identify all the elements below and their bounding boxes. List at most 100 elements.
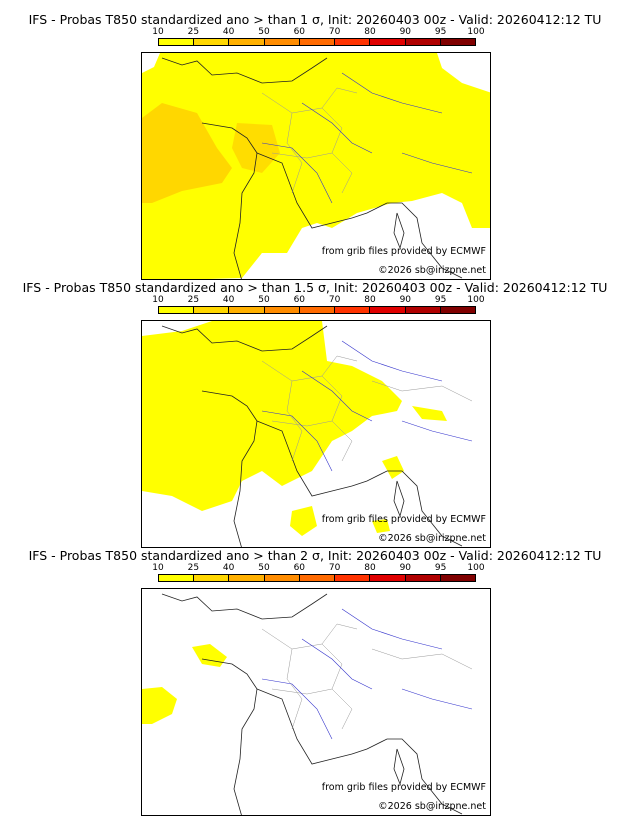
panel-1: IFS - Probas T850 standardized ano > tha… xyxy=(0,12,630,284)
admin-borders xyxy=(261,623,473,730)
colorbar-segment xyxy=(229,307,265,313)
colorbar-segment xyxy=(440,575,475,581)
colorbar-segment xyxy=(264,307,300,313)
probability-area-10 xyxy=(412,406,447,421)
colorbar-segment xyxy=(405,575,441,581)
probability-area-25 xyxy=(142,103,232,203)
colorbar-tick: 70 xyxy=(328,563,341,573)
panel-2: IFS - Probas T850 standardized ano > tha… xyxy=(0,280,630,552)
gap-area xyxy=(142,53,160,73)
colorbar-segment xyxy=(229,39,265,45)
colorbar-segment xyxy=(335,39,371,45)
colorbar-tick: 50 xyxy=(258,563,270,573)
colorbar xyxy=(158,306,476,314)
colorbar-tick: 100 xyxy=(467,27,485,37)
colorbar-tick: 80 xyxy=(364,563,376,573)
colorbar-segment xyxy=(159,575,195,581)
colorbar-tick: 10 xyxy=(152,295,164,305)
rivers xyxy=(261,340,473,472)
colorbar-labels: 10 25 40 50 60 70 80 90 95 100 xyxy=(152,295,484,305)
colorbar-tick: 60 xyxy=(293,295,306,305)
probability-area-10 xyxy=(142,687,177,724)
probability-map: from grib files provided by ECMWF ©2026 … xyxy=(141,52,491,280)
colorbar-tick: 50 xyxy=(258,27,270,37)
colorbar-tick: 95 xyxy=(434,563,447,573)
colorbar-segment xyxy=(299,307,336,313)
colorbar-tick: 40 xyxy=(222,295,235,305)
colorbar-tick: 95 xyxy=(434,27,447,37)
colorbar-tick: 100 xyxy=(467,563,485,573)
colorbar-segment xyxy=(440,307,475,313)
probability-area-25 xyxy=(232,123,280,173)
colorbar-tick: 25 xyxy=(187,563,200,573)
probability-area-10 xyxy=(290,506,317,536)
grib-credit: from grib files provided by ECMWF xyxy=(321,246,486,257)
colorbar-tick: 60 xyxy=(293,563,306,573)
colorbar-tick: 100 xyxy=(467,295,485,305)
colorbar-segment xyxy=(370,575,406,581)
colorbar-segment xyxy=(264,39,300,45)
gap-area xyxy=(437,53,490,93)
colorbar-tick: 70 xyxy=(328,295,341,305)
colorbar-segment xyxy=(229,575,265,581)
rivers xyxy=(261,72,473,204)
colorbar-segment xyxy=(335,575,371,581)
copyright-credit: ©2026 sb@irizpne.net xyxy=(378,533,486,544)
map-graphic xyxy=(142,321,473,547)
coastlines xyxy=(161,325,463,547)
colorbar-tick: 70 xyxy=(328,27,341,37)
admin-borders xyxy=(261,355,473,462)
colorbar-tick: 60 xyxy=(293,27,306,37)
panel-title: IFS - Probas T850 standardized ano > tha… xyxy=(28,548,602,563)
copyright-credit: ©2026 sb@irizpne.net xyxy=(378,801,486,812)
probability-map: from grib files provided by ECMWF ©2026 … xyxy=(141,588,491,816)
colorbar-segment xyxy=(370,39,406,45)
colorbar-segment xyxy=(440,39,475,45)
colorbar-tick: 40 xyxy=(222,27,235,37)
coastlines xyxy=(161,593,463,815)
colorbar-tick: 90 xyxy=(399,563,412,573)
colorbar-tick: 90 xyxy=(399,27,412,37)
grib-credit: from grib files provided by ECMWF xyxy=(321,782,486,793)
colorbar-tick: 90 xyxy=(399,295,412,305)
copyright-credit: ©2026 sb@irizpne.net xyxy=(378,265,486,276)
gap-area xyxy=(243,253,292,279)
probability-area-10 xyxy=(192,644,227,667)
colorbar xyxy=(158,38,476,46)
panel-title: IFS - Probas T850 standardized ano > tha… xyxy=(28,12,602,27)
probability-map: from grib files provided by ECMWF ©2026 … xyxy=(141,320,491,548)
colorbar-tick: 25 xyxy=(187,295,200,305)
probability-area-10 xyxy=(372,519,390,533)
colorbar-tick: 80 xyxy=(364,27,376,37)
panel-title: IFS - Probas T850 standardized ano > tha… xyxy=(22,280,608,295)
grib-credit: from grib files provided by ECMWF xyxy=(321,514,486,525)
coastlines xyxy=(161,57,463,279)
colorbar-labels: 10 25 40 50 60 70 80 90 95 100 xyxy=(152,563,484,573)
colorbar-segment xyxy=(194,39,230,45)
colorbar-tick: 50 xyxy=(258,295,270,305)
colorbar-segment xyxy=(264,575,300,581)
colorbar-tick: 10 xyxy=(152,563,164,573)
colorbar-tick: 10 xyxy=(152,27,164,37)
colorbar-segment xyxy=(335,307,371,313)
admin-borders xyxy=(261,87,358,194)
colorbar-tick: 40 xyxy=(222,563,235,573)
colorbar-tick: 80 xyxy=(364,295,376,305)
colorbar-labels: 10 25 40 50 60 70 80 90 95 100 xyxy=(152,27,484,37)
map-graphic xyxy=(142,593,473,815)
colorbar-segment xyxy=(299,39,336,45)
colorbar-segment xyxy=(159,307,195,313)
colorbar-tick: 25 xyxy=(187,27,200,37)
panel-3: IFS - Probas T850 standardized ano > tha… xyxy=(0,548,630,820)
colorbar-segment xyxy=(405,307,441,313)
colorbar-segment xyxy=(405,39,441,45)
colorbar-segment xyxy=(370,307,406,313)
colorbar-tick: 95 xyxy=(434,295,447,305)
colorbar-segment xyxy=(299,575,336,581)
colorbar-segment xyxy=(159,39,195,45)
probability-area-10 xyxy=(382,456,404,479)
rivers xyxy=(261,608,473,740)
probability-area-10 xyxy=(142,321,402,511)
colorbar-segment xyxy=(194,575,230,581)
colorbar-segment xyxy=(194,307,230,313)
